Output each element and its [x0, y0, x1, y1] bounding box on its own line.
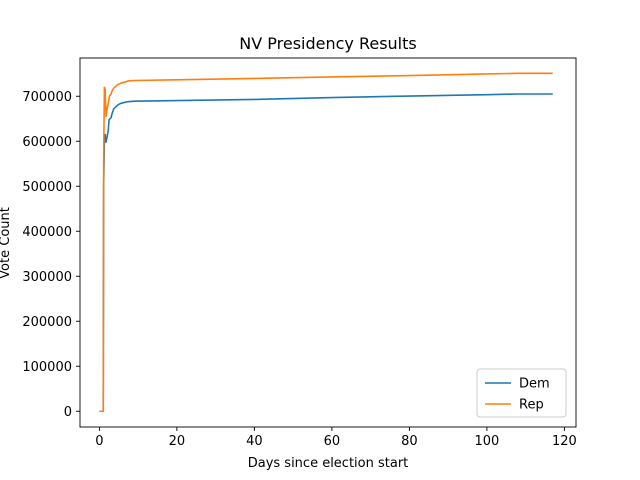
- chart-title: NV Presidency Results: [239, 34, 416, 53]
- x-tick-label: 100: [474, 434, 499, 449]
- x-axis-title: Days since election start: [248, 456, 409, 471]
- axes-frame: [79, 57, 577, 428]
- legend: Dem Rep: [476, 368, 567, 418]
- y-tick-label: 0: [64, 405, 72, 420]
- y-tick-label: 300000: [22, 270, 72, 285]
- legend-label-rep: Rep: [519, 398, 544, 413]
- y-tick-label: 500000: [22, 180, 72, 195]
- x-tick-label: 60: [324, 434, 341, 449]
- x-tick-label: 20: [169, 434, 186, 449]
- x-tick-label: 80: [401, 434, 418, 449]
- y-tick-label: 100000: [22, 360, 72, 375]
- y-tick-label: 700000: [22, 90, 72, 105]
- x-tick-label: 0: [95, 434, 103, 449]
- y-tick-label: 400000: [22, 225, 72, 240]
- series-line-rep: [99, 72, 553, 413]
- y-axis-title: Vote Count: [0, 207, 13, 279]
- series-line-dem: [99, 93, 553, 413]
- x-tick-label: 120: [552, 434, 577, 449]
- y-tick-label: 200000: [22, 315, 72, 330]
- x-tick-label: 40: [246, 434, 263, 449]
- legend-box: [476, 368, 567, 418]
- y-tick-label: 600000: [22, 135, 72, 150]
- plot-area: 0 20 40 60 80 100 120 0 100000 200000 300000 400000…: [22, 57, 577, 449]
- legend-label-dem: Dem: [519, 377, 550, 392]
